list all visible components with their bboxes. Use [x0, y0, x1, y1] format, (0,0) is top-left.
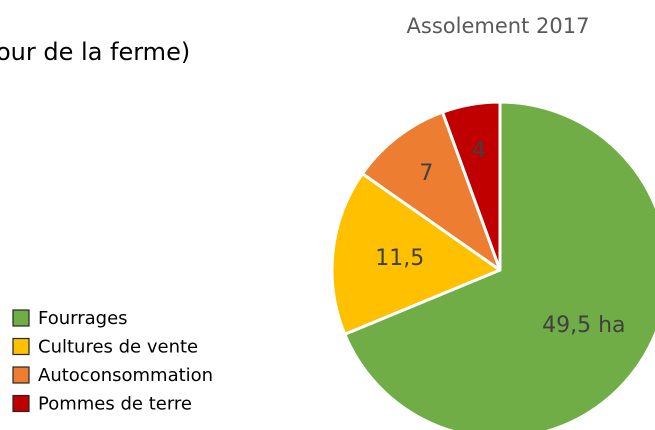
pie-slice — [441, 100, 502, 272]
legend-swatch — [12, 366, 30, 384]
legend-swatch — [12, 309, 30, 327]
pie-slice — [343, 100, 655, 430]
data-label: 4 — [472, 138, 486, 163]
pie-slice — [360, 110, 502, 272]
legend-label: Cultures de vente — [38, 337, 198, 358]
legend-label: Pommes de terre — [38, 394, 192, 415]
legend-label: Autoconsommation — [38, 365, 213, 386]
pie-slice — [330, 172, 502, 336]
data-label: 7 — [419, 161, 433, 186]
chart-title: Assolement 2017 — [407, 14, 590, 38]
legend-label: Fourrages — [38, 308, 128, 329]
data-label: 11,5 — [375, 246, 424, 271]
data-label: 49,5 ha — [542, 313, 625, 338]
annotation: our de la ferme) — [0, 38, 190, 66]
legend-swatch — [12, 337, 30, 356]
legend-swatch — [12, 394, 30, 413]
